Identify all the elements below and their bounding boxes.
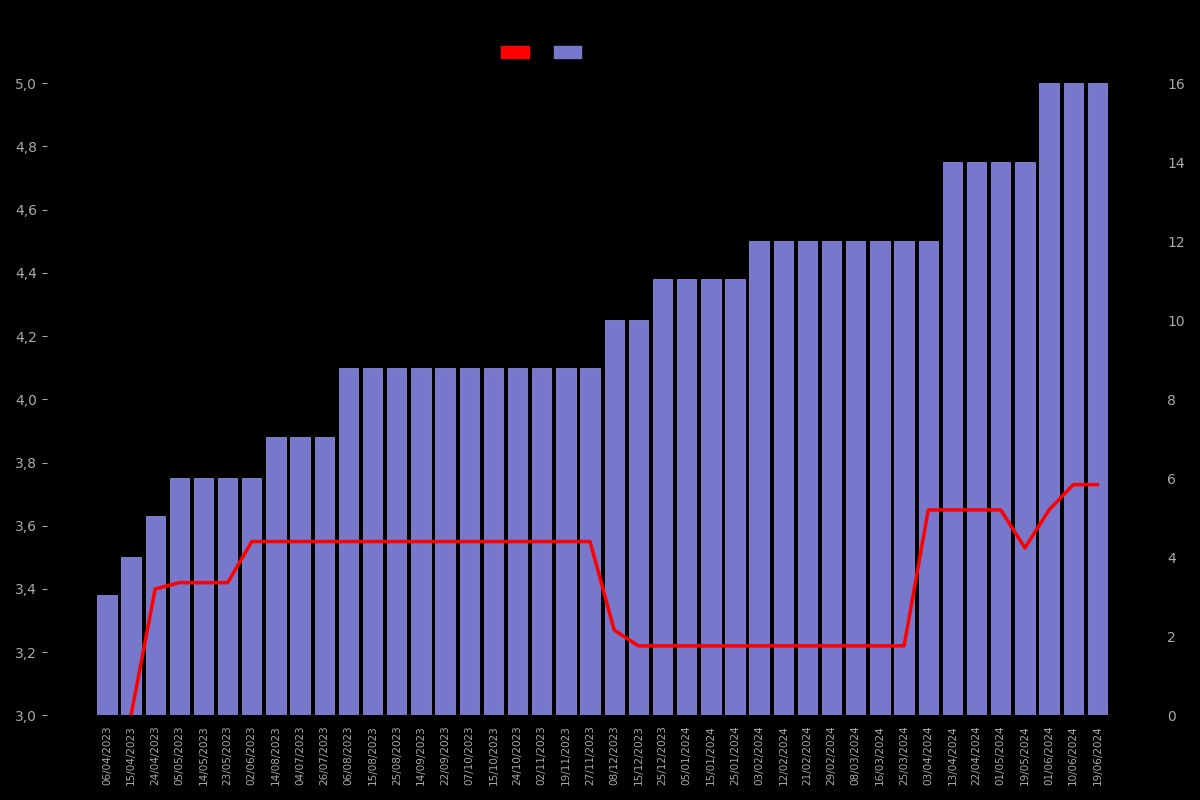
Bar: [194, 478, 214, 715]
Bar: [218, 478, 238, 715]
Bar: [677, 279, 696, 715]
Bar: [460, 368, 479, 715]
Bar: [338, 368, 358, 715]
Bar: [1063, 83, 1082, 715]
Bar: [581, 368, 600, 715]
Bar: [266, 438, 286, 715]
Bar: [290, 438, 310, 715]
Bar: [870, 242, 889, 715]
Bar: [557, 368, 576, 715]
Bar: [484, 368, 503, 715]
Bar: [750, 242, 769, 715]
Legend: , : ,: [500, 46, 593, 60]
Bar: [1039, 83, 1058, 715]
Bar: [169, 478, 190, 715]
Bar: [919, 242, 938, 715]
Bar: [605, 320, 624, 715]
Bar: [388, 368, 407, 715]
Bar: [943, 162, 962, 715]
Bar: [412, 368, 431, 715]
Bar: [508, 368, 527, 715]
Bar: [145, 516, 164, 715]
Bar: [362, 368, 383, 715]
Bar: [798, 242, 817, 715]
Bar: [1015, 162, 1034, 715]
Bar: [314, 438, 334, 715]
Bar: [967, 162, 986, 715]
Bar: [121, 558, 140, 715]
Bar: [894, 242, 913, 715]
Bar: [436, 368, 455, 715]
Bar: [846, 242, 865, 715]
Bar: [701, 279, 720, 715]
Bar: [1087, 83, 1108, 715]
Bar: [653, 279, 672, 715]
Bar: [822, 242, 841, 715]
Bar: [97, 595, 116, 715]
Bar: [629, 320, 648, 715]
Bar: [774, 242, 793, 715]
Bar: [242, 478, 262, 715]
Bar: [532, 368, 551, 715]
Bar: [991, 162, 1010, 715]
Bar: [725, 279, 745, 715]
